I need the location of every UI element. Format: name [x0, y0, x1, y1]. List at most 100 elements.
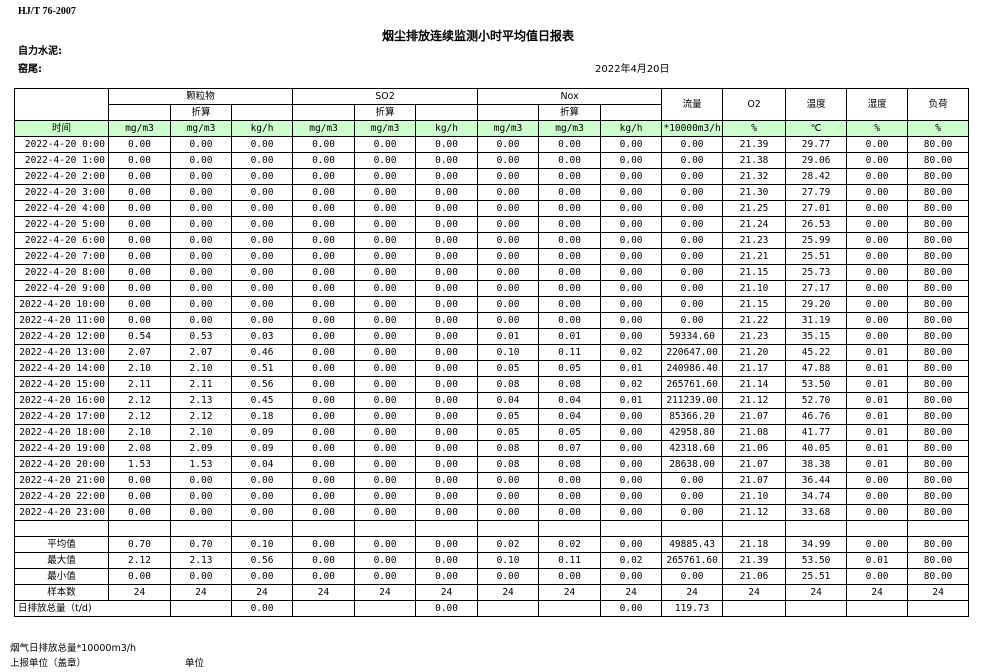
- unit-cell: %: [846, 120, 909, 137]
- value-cell: 0.00: [354, 568, 417, 585]
- value-cell: 0.04: [230, 456, 294, 473]
- value-cell: 0.00: [354, 504, 417, 521]
- value-cell: 21.30: [722, 184, 787, 201]
- value-cell: 0.00: [538, 136, 602, 153]
- unit-cell: ℃: [785, 120, 848, 137]
- value-cell: 80.00: [907, 488, 970, 505]
- time-cell: 2022-4-20 22:00: [14, 488, 109, 505]
- value-cell: 0.00: [292, 456, 356, 473]
- value-cell: 80.00: [907, 280, 970, 297]
- value-cell: 0.00: [661, 200, 724, 217]
- time-header-blank: [14, 88, 109, 121]
- value-cell: 21.15: [722, 264, 787, 281]
- value-cell: 34.74: [785, 488, 848, 505]
- value-cell: 0.00: [292, 552, 356, 569]
- time-cell: 2022-4-20 18:00: [14, 424, 109, 441]
- value-cell: 0.00: [354, 184, 417, 201]
- value-cell: 21.39: [722, 136, 787, 153]
- value-cell: 0.00: [230, 216, 294, 233]
- value-cell: 24: [907, 584, 970, 601]
- value-cell: 0.00: [600, 184, 663, 201]
- value-cell: 0.01: [846, 552, 909, 569]
- value-cell: 0.00: [415, 184, 479, 201]
- value-cell: 29.20: [785, 296, 848, 313]
- value-cell: 0.00: [108, 504, 171, 521]
- unit-cell: kg/h: [230, 120, 294, 137]
- time-cell: 2022-4-20 0:00: [14, 136, 109, 153]
- value-cell: 0.00: [354, 296, 417, 313]
- value-cell: 0.00: [846, 280, 909, 297]
- time-cell: 2022-4-20 16:00: [14, 392, 109, 409]
- value-cell: 220647.00: [661, 344, 724, 361]
- value-cell: 0.00: [477, 248, 540, 265]
- value-cell: 59334.60: [661, 328, 724, 345]
- value-cell: 0.00: [477, 264, 540, 281]
- value-cell: 0.00: [600, 248, 663, 265]
- value-cell: 2.10: [108, 424, 171, 441]
- value-cell: 0.00: [538, 184, 602, 201]
- value-cell: 21.14: [722, 376, 787, 393]
- value-cell: 21.07: [722, 456, 787, 473]
- value-cell: 211239.00: [661, 392, 724, 409]
- blank-cell: [785, 520, 848, 537]
- value-cell: 0.01: [600, 360, 663, 377]
- value-cell: 0.00: [108, 568, 171, 585]
- value-cell: 0.09: [230, 424, 294, 441]
- time-cell: 2022-4-20 1:00: [14, 152, 109, 169]
- blank-row: [14, 520, 970, 537]
- value-cell: 0.00: [538, 152, 602, 169]
- time-cell: 2022-4-20 12:00: [14, 328, 109, 345]
- value-cell: 0.10: [477, 344, 540, 361]
- value-cell: 0.10: [230, 536, 294, 553]
- value-cell: 0.00: [292, 376, 356, 393]
- time-header: 时间: [14, 120, 109, 137]
- value-cell: 0.00: [600, 504, 663, 521]
- value-cell: 0.00: [170, 248, 232, 265]
- value-cell: 0.46: [230, 344, 294, 361]
- value-cell: 0.00: [170, 200, 232, 217]
- blank-cell: [415, 520, 479, 537]
- value-cell: 0.01: [846, 456, 909, 473]
- value-cell: 0.00: [415, 232, 479, 249]
- daily-total-cell: 0.00: [230, 600, 294, 617]
- value-cell: 0.00: [292, 152, 356, 169]
- table-row: 2022-4-20 8:00 0.00 0.00 0.00 0.00 0.00 0.00 0.…: [14, 264, 970, 281]
- value-cell: 80.00: [907, 424, 970, 441]
- blank-cell: [292, 520, 356, 537]
- value-cell: 0.00: [415, 392, 479, 409]
- value-cell: 0.00: [108, 216, 171, 233]
- blank-cell: [661, 520, 724, 537]
- value-cell: 21.12: [722, 392, 787, 409]
- value-cell: 0.00: [292, 248, 356, 265]
- value-cell: 0.00: [600, 312, 663, 329]
- table-row: 2022-4-20 14:00 2.10 2.10 0.51 0.00 0.00 0.00 0…: [14, 360, 970, 377]
- table-row: 2022-4-20 10:00 0.00 0.00 0.00 0.00 0.00 0.00 0…: [14, 296, 970, 313]
- value-cell: 0.07: [538, 440, 602, 457]
- value-cell: 0.00: [477, 312, 540, 329]
- value-cell: 2.10: [108, 360, 171, 377]
- unit-cell: kg/h: [415, 120, 479, 137]
- value-cell: 0.01: [600, 392, 663, 409]
- value-cell: 0.00: [108, 280, 171, 297]
- value-cell: 80.00: [907, 344, 970, 361]
- value-cell: 0.00: [538, 568, 602, 585]
- value-cell: 2.12: [170, 408, 232, 425]
- table-row: 2022-4-20 20:00 1.53 1.53 0.04 0.00 0.00 0.00 0…: [14, 456, 970, 473]
- value-cell: 0.00: [292, 408, 356, 425]
- value-cell: 0.00: [292, 344, 356, 361]
- table-row: 2022-4-20 7:00 0.00 0.00 0.00 0.00 0.00 0.00 0.…: [14, 248, 970, 265]
- value-cell: 2.13: [170, 392, 232, 409]
- value-cell: 0.00: [600, 232, 663, 249]
- value-cell: 0.00: [292, 216, 356, 233]
- value-cell: 80.00: [907, 440, 970, 457]
- value-cell: 0.00: [170, 168, 232, 185]
- value-cell: 0.00: [477, 296, 540, 313]
- time-cell: 2022-4-20 4:00: [14, 200, 109, 217]
- value-cell: 0.00: [170, 232, 232, 249]
- value-cell: 24: [292, 584, 356, 601]
- value-cell: 24: [600, 584, 663, 601]
- value-cell: 80.00: [907, 232, 970, 249]
- value-cell: 0.01: [846, 344, 909, 361]
- unit-label: 单位: [185, 658, 205, 669]
- value-cell: 24: [230, 584, 294, 601]
